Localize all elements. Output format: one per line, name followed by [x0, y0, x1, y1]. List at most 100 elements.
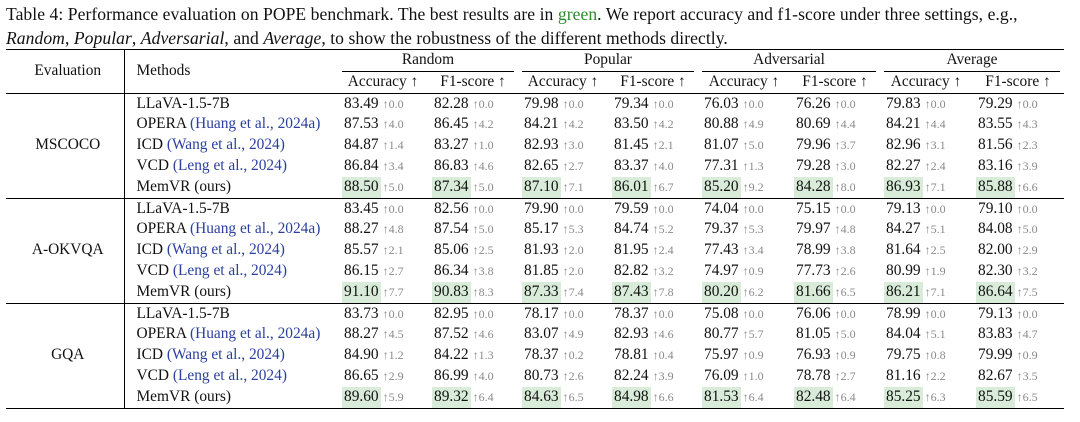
- f1-cell: 78.78 ↑2.7: [790, 366, 880, 387]
- accuracy-cell: 81.85 ↑2.0: [518, 261, 608, 282]
- metric-value: 81.95: [614, 241, 649, 259]
- f1-cell: 82.00 ↑2.9: [972, 240, 1064, 261]
- table-row: VCD (Leng et al., 2024) 86.65 ↑2.9 86.99 ↑4.…: [6, 365, 1064, 387]
- metric-delta: ↑4.4: [924, 117, 946, 132]
- accuracy-cell: 85.17 ↑5.3: [518, 219, 608, 240]
- f1-cell: 83.27 ↑1.0: [428, 135, 518, 156]
- metric-value: 79.97: [796, 220, 831, 238]
- metric-delta: ↑0.9: [742, 263, 764, 278]
- metric-delta: ↑0.0: [742, 201, 764, 216]
- table-caption: Table 4: Performance evaluation on POPE …: [6, 2, 1076, 50]
- method-citation-link[interactable]: (Leng et al., 2024): [172, 366, 287, 384]
- metric-delta: ↑3.9: [1016, 158, 1038, 173]
- metric-delta: ↑0.0: [1016, 306, 1038, 321]
- metric-value: 84.28: [794, 176, 833, 198]
- f1-cell: 82.48 ↑6.4: [790, 386, 880, 408]
- metric-delta: ↑7.1: [924, 284, 946, 299]
- metric-value: 86.15: [344, 261, 379, 279]
- metric-delta: ↑0.0: [924, 96, 946, 111]
- method-name: VCD (Leng et al., 2024): [123, 155, 338, 177]
- f1-cell: 75.15 ↑0.0: [790, 198, 880, 219]
- accuracy-cell: 84.90 ↑1.2: [338, 345, 428, 366]
- accuracy-cell: 78.37 ↑0.2: [518, 345, 608, 366]
- accuracy-cell: 83.45 ↑0.0: [338, 198, 428, 219]
- metric-delta: ↑0.0: [924, 306, 946, 321]
- metric-delta: ↑4.5: [382, 327, 404, 342]
- accuracy-cell: 88.27 ↑4.8: [338, 219, 428, 240]
- metric-delta: ↑4.6: [472, 327, 494, 342]
- accuracy-cell: 81.64 ↑2.5: [880, 240, 972, 261]
- metric-delta: ↑7.5: [1016, 284, 1038, 299]
- metric-value: 88.27: [344, 325, 379, 343]
- metric-value: 76.26: [796, 94, 831, 112]
- accuracy-cell: 84.21 ↑4.2: [518, 114, 608, 135]
- metric-delta: ↑2.1: [652, 138, 674, 153]
- method-label: ICD: [136, 241, 167, 259]
- method-label: VCD: [136, 261, 173, 279]
- metric-value: 76.03: [704, 94, 739, 112]
- method-citation-link[interactable]: (Huang et al., 2024a): [189, 115, 321, 133]
- caption-part2: . We report accuracy and f1-score under …: [597, 4, 1018, 24]
- accuracy-cell: 87.10 ↑7.1: [518, 176, 608, 198]
- metric-delta: ↑8.0: [834, 179, 856, 194]
- method-citation-link[interactable]: (Huang et al., 2024a): [189, 325, 321, 343]
- metric-value: 89.32: [432, 386, 471, 408]
- accuracy-cell: 84.21 ↑4.4: [880, 114, 972, 135]
- table-row: MemVR (ours) 91.10 ↑7.7 90.83 ↑8.3 87.33 ↑7.4 8…: [6, 281, 1064, 304]
- metric-delta: ↑3.4: [382, 158, 404, 173]
- f1-cell: 84.08 ↑5.0: [972, 219, 1064, 240]
- method-citation-link[interactable]: (Leng et al., 2024): [172, 156, 287, 174]
- metric-delta: ↑5.0: [472, 222, 494, 237]
- metric-delta: ↑3.0: [562, 138, 584, 153]
- table-row: A-OKVQA LLaVA-1.5-7B 83.45 ↑0.0 82.56 ↑0.0 79.…: [6, 198, 1064, 258]
- header-row-settings: Evaluation Methods Random Popular Advers…: [6, 49, 1064, 94]
- accuracy-cell: 84.87 ↑1.4: [338, 135, 428, 156]
- header-setting-adversarial-label: Adversarial: [702, 50, 876, 72]
- metric-value: 82.93: [524, 136, 559, 154]
- metric-delta: ↑0.0: [834, 306, 856, 321]
- header-setting-average: Average: [880, 50, 1064, 72]
- method-citation-link[interactable]: (Huang et al., 2024a): [189, 220, 321, 238]
- f1-cell: 90.83 ↑8.3: [428, 281, 518, 303]
- accuracy-cell: 79.37 ↑5.3: [698, 219, 790, 240]
- f1-cell: 83.55 ↑4.3: [972, 114, 1064, 135]
- metric-value: 81.45: [614, 136, 649, 154]
- metric-value: 78.37: [524, 346, 559, 364]
- method-citation-link[interactable]: (Leng et al., 2024): [172, 261, 287, 279]
- accuracy-cell: 85.20 ↑9.2: [698, 176, 790, 198]
- header-setting-random-label: Random: [342, 50, 514, 72]
- metric-value: 82.24: [614, 366, 649, 384]
- method-label: OPERA: [136, 115, 190, 133]
- accuracy-cell: 74.04 ↑0.0: [698, 198, 790, 219]
- metric-value: 85.57: [344, 241, 379, 259]
- metric-delta: ↑0.0: [382, 96, 404, 111]
- accuracy-cell: 79.13 ↑0.0: [880, 198, 972, 219]
- metric-value: 86.65: [344, 366, 379, 384]
- header-accuracy: Accuracy ↑: [708, 72, 780, 90]
- method-citation-link[interactable]: (Wang et al., 2024): [166, 241, 285, 259]
- method-citation-link[interactable]: (Wang et al., 2024): [166, 346, 285, 364]
- metric-delta: ↑1.3: [472, 348, 494, 363]
- method-citation-link[interactable]: (Wang et al., 2024): [166, 136, 285, 154]
- metric-delta: ↑0.0: [924, 201, 946, 216]
- f1-cell: 87.54 ↑5.0: [428, 219, 518, 240]
- f1-cell: 82.82 ↑3.2: [608, 261, 698, 282]
- f1-cell: 79.34 ↑0.0: [608, 93, 698, 114]
- metric-delta: ↑9.2: [742, 179, 764, 194]
- metric-value: 87.33: [522, 281, 561, 303]
- metric-value: 81.64: [886, 241, 921, 259]
- f1-cell: 85.59 ↑6.5: [972, 386, 1064, 408]
- method-name: ICD (Wang et al., 2024): [123, 240, 338, 261]
- metric-value: 77.43: [704, 241, 739, 259]
- metric-value: 84.27: [886, 220, 921, 238]
- accuracy-cell: 89.60 ↑5.9: [338, 386, 428, 408]
- accuracy-cell: 88.50 ↑5.0: [338, 176, 428, 198]
- f1-cell: 82.28 ↑0.0: [428, 93, 518, 114]
- metric-value: 82.56: [434, 199, 469, 217]
- table-body: MSCOCO LLaVA-1.5-7B 83.49 ↑0.0 82.28 ↑0.0 79.9…: [6, 93, 1064, 409]
- metric-delta: ↑7.1: [924, 179, 946, 194]
- metric-value: 83.37: [614, 156, 649, 174]
- f1-cell: 85.88 ↑6.6: [972, 176, 1064, 198]
- f1-cell: 82.56 ↑0.0: [428, 198, 518, 219]
- metric-value: 83.16: [978, 156, 1013, 174]
